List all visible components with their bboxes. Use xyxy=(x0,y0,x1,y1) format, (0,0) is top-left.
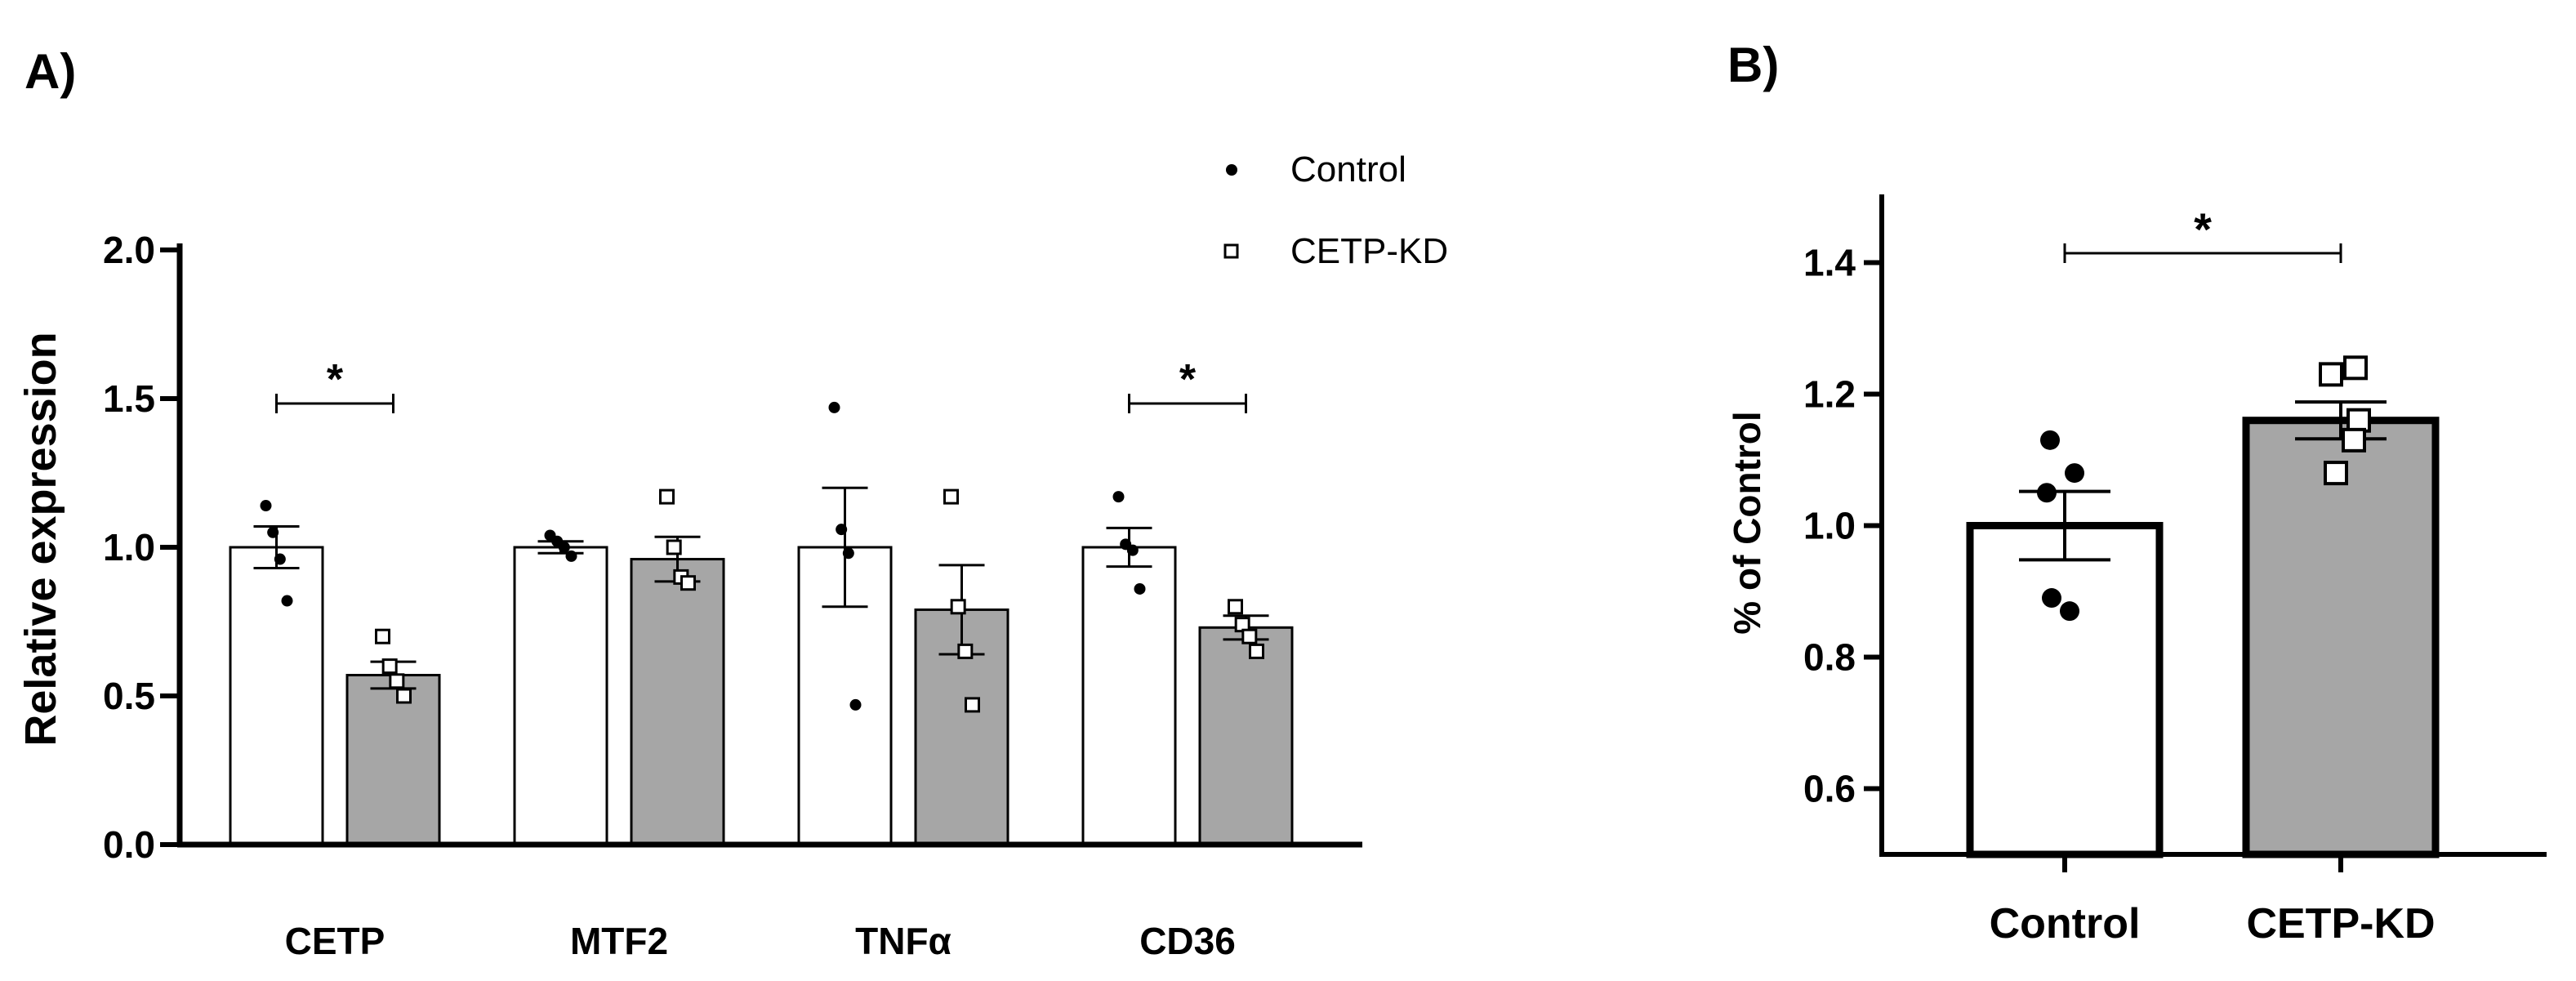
panel-a-data-point xyxy=(381,658,398,675)
panel-a-data-point xyxy=(1126,544,1139,556)
panel-a-data-point xyxy=(828,401,840,413)
legend-cetp-kd-marker xyxy=(1223,243,1239,259)
panel-a-data-point xyxy=(943,488,959,505)
panel-b-bar-cetp-kd xyxy=(2242,417,2440,858)
panel-a-significance-star: * xyxy=(1179,356,1197,404)
panel-a-data-point xyxy=(1249,643,1264,659)
panel-a-data-point xyxy=(1241,628,1258,644)
panel-b-x-tick-label: Control xyxy=(1990,900,2141,948)
panel-a-label: A) xyxy=(25,44,76,99)
panel-a-legend: Control CETP-KD xyxy=(1223,149,1448,271)
panel-a-y-tick-label: 0.5 xyxy=(103,675,155,717)
panel-a-data-point xyxy=(260,500,272,512)
panel-a: A) Relative expression 0.0 0.5 1.0 1.5 2.0 *… xyxy=(16,44,1448,962)
panel-a-significance-star: * xyxy=(327,356,344,404)
panel-a-data-point xyxy=(680,575,696,591)
panel-a-data-point xyxy=(1134,582,1146,595)
panel-a-y-axis-label: Relative expression xyxy=(16,332,65,746)
panel-a-data-point xyxy=(950,599,966,615)
panel-a-x-tick-label: MTF2 xyxy=(570,920,668,962)
panel-a-data-point xyxy=(565,550,577,562)
panel-a-data-point xyxy=(375,628,390,644)
panel-a-y-tick-label: 2.0 xyxy=(103,229,155,271)
panel-a-data-point xyxy=(267,526,279,538)
panel-a-data-point xyxy=(666,539,682,555)
panel-a-x-tick-label: CD36 xyxy=(1139,920,1236,962)
panel-a-data-point xyxy=(1228,599,1243,615)
panel-b-data-point xyxy=(2342,427,2366,453)
panel-a-y-tick-label: 1.0 xyxy=(103,526,155,569)
panel-b-data-point xyxy=(2037,483,2057,503)
panel-b-y-tick-label: 1.0 xyxy=(1803,505,1856,547)
legend-control-marker xyxy=(1226,164,1237,176)
panel-a-data-point xyxy=(659,488,675,505)
panel-b-y-axis-label: % of Control xyxy=(1726,411,1768,634)
panel-b-y-tick-label: 0.6 xyxy=(1803,768,1856,810)
panel-b-data-point xyxy=(2343,355,2368,381)
panel-a-data-point xyxy=(1112,491,1125,503)
panel-b: B) % of Control 0.6 0.8 1.0 1.2 1.4 * Contro… xyxy=(1726,38,2547,948)
panel-b-y-tick-label: 1.2 xyxy=(1803,373,1856,416)
panel-a-bar-cetp-control xyxy=(229,546,324,846)
panel-a-bar-mtf2-control xyxy=(513,546,608,846)
panel-a-y-tick-label: 0.0 xyxy=(103,823,155,866)
panel-a-bar-mtf2-cetp-kd xyxy=(630,558,725,846)
panel-a-data-point xyxy=(842,547,854,560)
panel-a-y-tick-label: 1.5 xyxy=(103,377,155,420)
panel-b-y-tick-label: 0.8 xyxy=(1803,636,1856,679)
panel-a-data-point xyxy=(389,673,405,689)
panel-b-significance-star: * xyxy=(2194,203,2212,255)
panel-b-y-tick-label: 1.4 xyxy=(1803,242,1856,284)
panel-b-data-point xyxy=(2042,588,2061,609)
panel-b-data-point xyxy=(2346,408,2371,433)
panel-a-data-point xyxy=(558,542,570,553)
panel-b-data-point xyxy=(2040,430,2060,450)
panel-a-data-point xyxy=(281,595,293,607)
panel-a-data-point xyxy=(396,688,412,704)
panel-a-bar-cd36-cetp-kd xyxy=(1198,626,1294,846)
panel-b-bar-control xyxy=(1966,522,2164,858)
panel-b-data-point xyxy=(2060,601,2079,622)
panel-b-label: B) xyxy=(1727,38,1779,92)
legend-cetp-kd-label: CETP-KD xyxy=(1290,231,1448,271)
panel-a-x-tick-label: TNFα xyxy=(855,920,952,962)
legend-control-label: Control xyxy=(1290,149,1406,190)
panel-a-bar-cetp-cetp-kd xyxy=(345,674,441,846)
panel-b-data-point xyxy=(2324,461,2348,486)
panel-b-x-tick-label: CETP-KD xyxy=(2246,900,2435,948)
panel-b-data-point xyxy=(2065,463,2084,484)
panel-a-data-point xyxy=(274,553,286,565)
panel-a-data-point xyxy=(957,643,974,659)
panel-a-bar-cd36-control xyxy=(1081,546,1177,846)
panel-a-data-point xyxy=(836,524,848,536)
panel-a-data-point xyxy=(849,698,862,711)
panel-b-data-point xyxy=(2319,362,2343,387)
panel-a-x-tick-label: CETP xyxy=(285,920,386,962)
panel-a-data-point xyxy=(965,697,980,713)
